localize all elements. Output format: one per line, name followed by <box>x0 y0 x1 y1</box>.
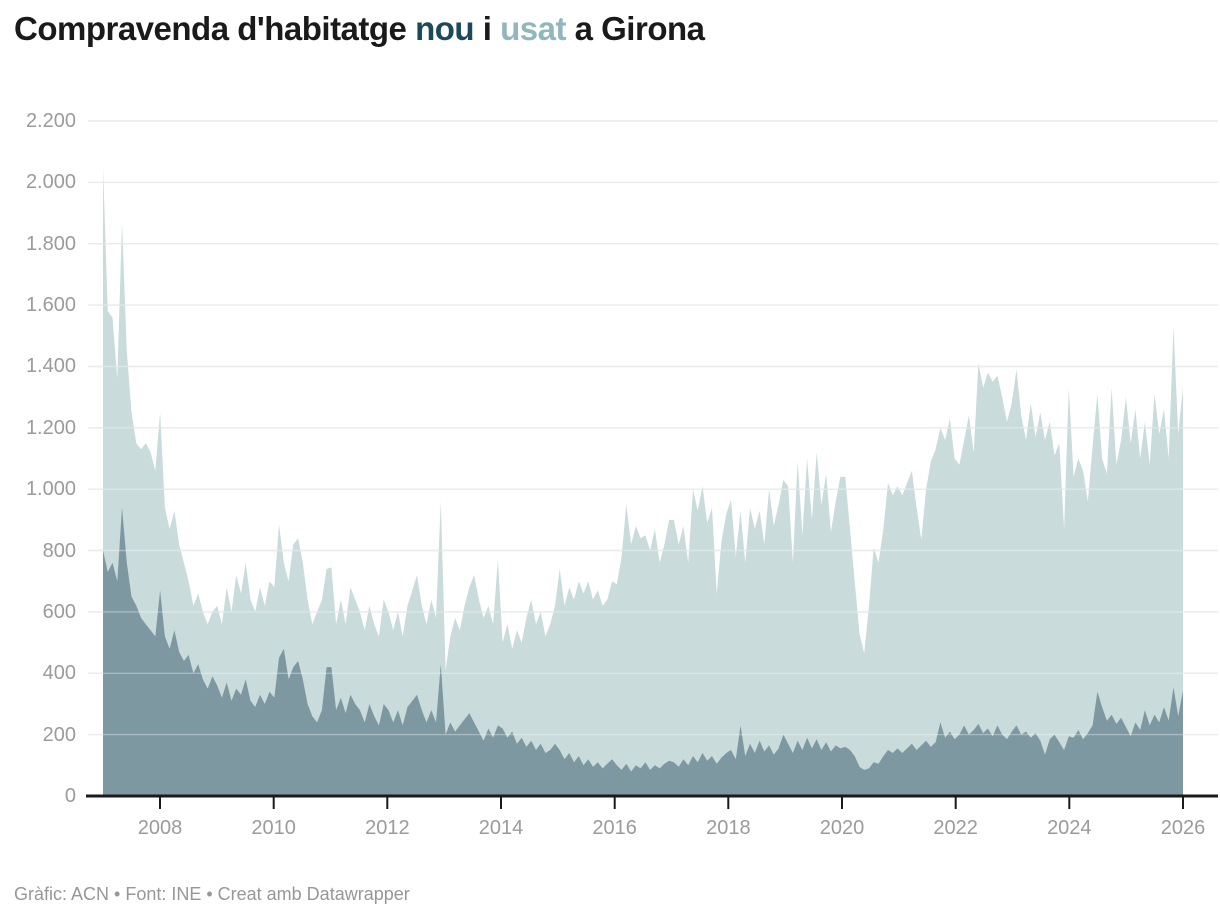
y-axis-label: 600 <box>42 600 76 623</box>
x-axis-label: 2008 <box>137 817 183 839</box>
y-axis-label: 200 <box>42 723 76 746</box>
title-series-usat: usat <box>500 10 566 47</box>
y-axis-label: 0 <box>64 785 76 807</box>
title-series-nou: nou <box>415 10 475 47</box>
usat-area <box>103 167 1183 796</box>
y-axis-label: 400 <box>42 662 76 685</box>
x-axis-label: 2010 <box>251 817 296 839</box>
y-axis-label: 800 <box>42 539 76 562</box>
x-axis-label: 2014 <box>478 817 524 839</box>
title-text-end: a Girona <box>565 10 705 47</box>
chart-title: Compravenda d'habitatge nou i usat a Gir… <box>14 8 705 50</box>
y-axis-label: 2.200 <box>25 110 76 132</box>
y-axis-label: 1.000 <box>25 478 76 501</box>
x-axis-label: 2022 <box>933 817 978 839</box>
x-axis-label: 2024 <box>1047 817 1092 839</box>
nou-area <box>103 507 1183 796</box>
x-axis-label: 2016 <box>592 817 637 839</box>
y-axis-label: 2.000 <box>25 171 76 194</box>
y-axis-label: 1.800 <box>25 232 76 255</box>
x-axis-label: 2026 <box>1160 817 1206 839</box>
x-axis-label: 2020 <box>819 817 865 839</box>
title-text-mid: i <box>474 10 501 47</box>
x-axis-label: 2018 <box>706 817 751 839</box>
y-axis-label: 1.200 <box>25 416 76 439</box>
title-text-start: Compravenda d'habitatge <box>14 10 416 47</box>
chart-footer: Gràfic: ACN • Font: INE • Creat amb Data… <box>14 884 410 904</box>
y-axis-label: 1.600 <box>25 294 76 317</box>
x-axis-label: 2012 <box>365 817 410 839</box>
y-axis-label: 1.400 <box>25 355 76 378</box>
